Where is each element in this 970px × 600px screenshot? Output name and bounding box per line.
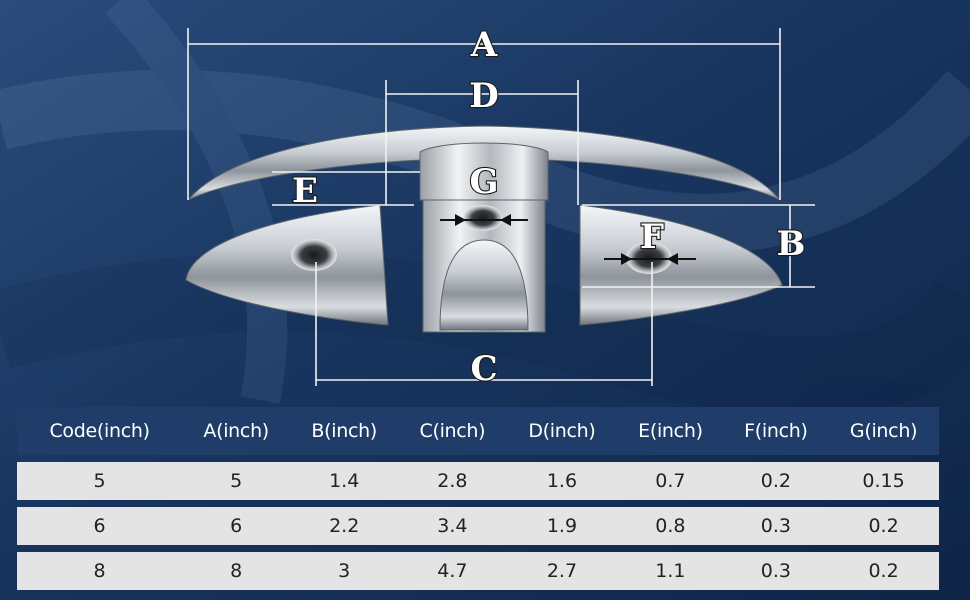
label-d: D: [469, 76, 498, 116]
dimension-f: [604, 253, 696, 265]
dimension-a: [187, 28, 781, 200]
table-row: 8 8 3 4.7 2.7 1.1 0.3 0.2: [17, 552, 939, 590]
table-cell: 0.8: [617, 507, 724, 545]
dimensions-table: Code(inch) A(inch) B(inch) C(inch) D(inc…: [17, 400, 939, 597]
table-cell: 4.7: [398, 552, 507, 590]
table-cell: 5: [17, 462, 183, 500]
table-cell: 0.15: [828, 462, 939, 500]
table-cell: 6: [182, 507, 291, 545]
table-cell: 0.7: [617, 462, 724, 500]
dimension-c: [315, 262, 653, 386]
label-e: E: [292, 171, 318, 211]
table-cell: 0.2: [828, 507, 939, 545]
table-cell: 1.6: [506, 462, 618, 500]
table-cell: 1.1: [617, 552, 724, 590]
header-d: D(inch): [506, 407, 618, 455]
cleat-right-base: [579, 204, 783, 326]
table-cell: 2.2: [290, 507, 399, 545]
screw-hole-left: [291, 239, 337, 271]
table-header-row: Code(inch) A(inch) B(inch) C(inch) D(inc…: [17, 407, 939, 455]
table-row: 5 5 1.4 2.8 1.6 0.7 0.2 0.15: [17, 462, 939, 500]
label-c: C: [470, 349, 497, 389]
table-cell: 2.7: [506, 552, 618, 590]
dimension-g: [440, 214, 528, 226]
screw-hole-center: [463, 205, 503, 231]
header-b: B(inch): [290, 407, 399, 455]
table-cell: 3.4: [398, 507, 507, 545]
table-cell: 0.2: [828, 552, 939, 590]
dimension-d: [385, 80, 579, 205]
cleat-center-block: [419, 142, 549, 201]
table-cell: 5: [182, 462, 291, 500]
dimension-b: [582, 204, 815, 288]
table-cell: 8: [182, 552, 291, 590]
table-cell: 3: [290, 552, 399, 590]
table-cell: 6: [17, 507, 183, 545]
table-cell: 8: [17, 552, 183, 590]
table-cell: 0.3: [723, 507, 829, 545]
label-b: B: [777, 224, 806, 264]
label-a: A: [470, 25, 498, 65]
table-row: 6 6 2.2 3.4 1.9 0.8 0.3 0.2: [17, 507, 939, 545]
header-c: C(inch): [398, 407, 507, 455]
dimension-e: [272, 171, 420, 206]
header-g: G(inch): [828, 407, 939, 455]
header-f: F(inch): [723, 407, 829, 455]
header-e: E(inch): [617, 407, 724, 455]
table-cell: 0.2: [723, 462, 829, 500]
label-g: G: [469, 162, 498, 202]
table-cell: 1.4: [290, 462, 399, 500]
cleat-center-hinge: [439, 239, 529, 331]
header-a: A(inch): [182, 407, 291, 455]
table-cell: 0.3: [723, 552, 829, 590]
table-cell: 1.9: [506, 507, 618, 545]
header-code: Code(inch): [17, 407, 183, 455]
label-f: F: [640, 217, 664, 257]
table-cell: 2.8: [398, 462, 507, 500]
